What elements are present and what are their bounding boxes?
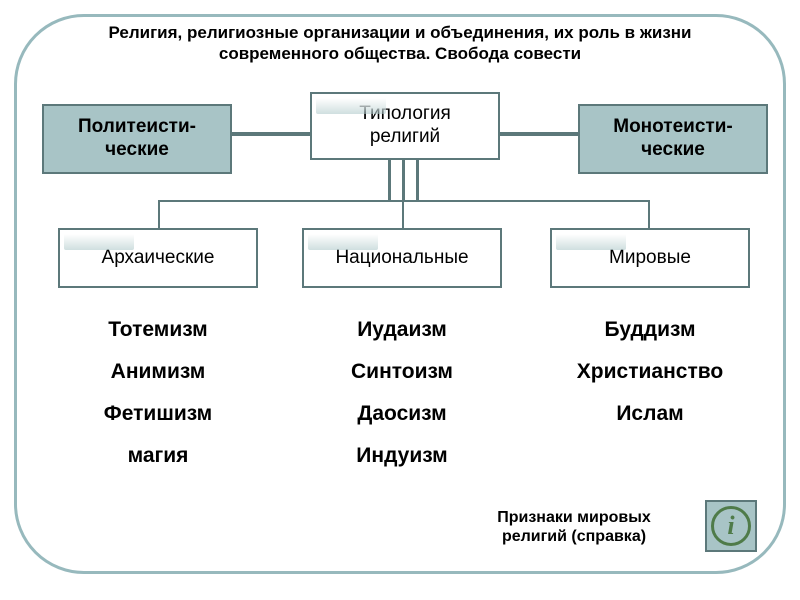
connector-line: [402, 200, 404, 228]
list-item: Буддизм: [550, 318, 750, 342]
info-button[interactable]: i: [705, 500, 757, 552]
list-item: Тотемизм: [58, 318, 258, 342]
label: Мировые: [609, 247, 691, 270]
label: Архаические: [102, 247, 215, 270]
connector-line: [648, 200, 650, 228]
list-item: Анимизм: [58, 360, 258, 384]
label-line2: религий: [370, 126, 440, 149]
connector-line: [158, 200, 650, 202]
list-item: Индуизм: [302, 444, 502, 468]
connector-line: [388, 160, 391, 200]
list-item: Синтоизм: [302, 360, 502, 384]
label: Национальные: [335, 247, 468, 270]
list-item: Фетишизм: [58, 402, 258, 426]
slide-title: Религия, религиозные организации и объед…: [50, 22, 750, 65]
list-item: магия: [58, 444, 258, 468]
connector-line: [402, 160, 405, 200]
list-item: Ислам: [550, 402, 750, 426]
label-line1: Типология: [359, 103, 451, 126]
box-archaic: Архаические: [58, 228, 258, 288]
box-typology: Типология религий: [310, 92, 500, 160]
footer-line2: религий (справка): [502, 528, 646, 545]
label-line1: Политеисти-: [78, 116, 196, 139]
box-national: Национальные: [302, 228, 502, 288]
title-text: Религия, религиозные организации и объед…: [108, 23, 691, 63]
list-item: Христианство: [550, 360, 750, 384]
label-line2: ческие: [105, 139, 169, 162]
footer-caption: Признаки мировых религий (справка): [454, 508, 694, 546]
list-national: Иудаизм Синтоизм Даосизм Индуизм: [302, 318, 502, 468]
connector-line: [416, 160, 419, 200]
label-line2: ческие: [641, 139, 705, 162]
box-monotheistic: Монотеисти- ческие: [578, 104, 768, 174]
list-item: Даосизм: [302, 402, 502, 426]
info-icon: i: [711, 506, 751, 546]
footer-line1: Признаки мировых: [497, 509, 651, 526]
connector-line: [158, 200, 160, 228]
box-polytheistic: Политеисти- ческие: [42, 104, 232, 174]
info-glyph: i: [727, 511, 734, 541]
box-world: Мировые: [550, 228, 750, 288]
list-archaic: Тотемизм Анимизм Фетишизм магия: [58, 318, 258, 468]
connector-line: [500, 132, 578, 136]
list-world: Буддизм Христианство Ислам: [550, 318, 750, 426]
connector-line: [232, 132, 310, 136]
list-item: Иудаизм: [302, 318, 502, 342]
label-line1: Монотеисти-: [613, 116, 732, 139]
